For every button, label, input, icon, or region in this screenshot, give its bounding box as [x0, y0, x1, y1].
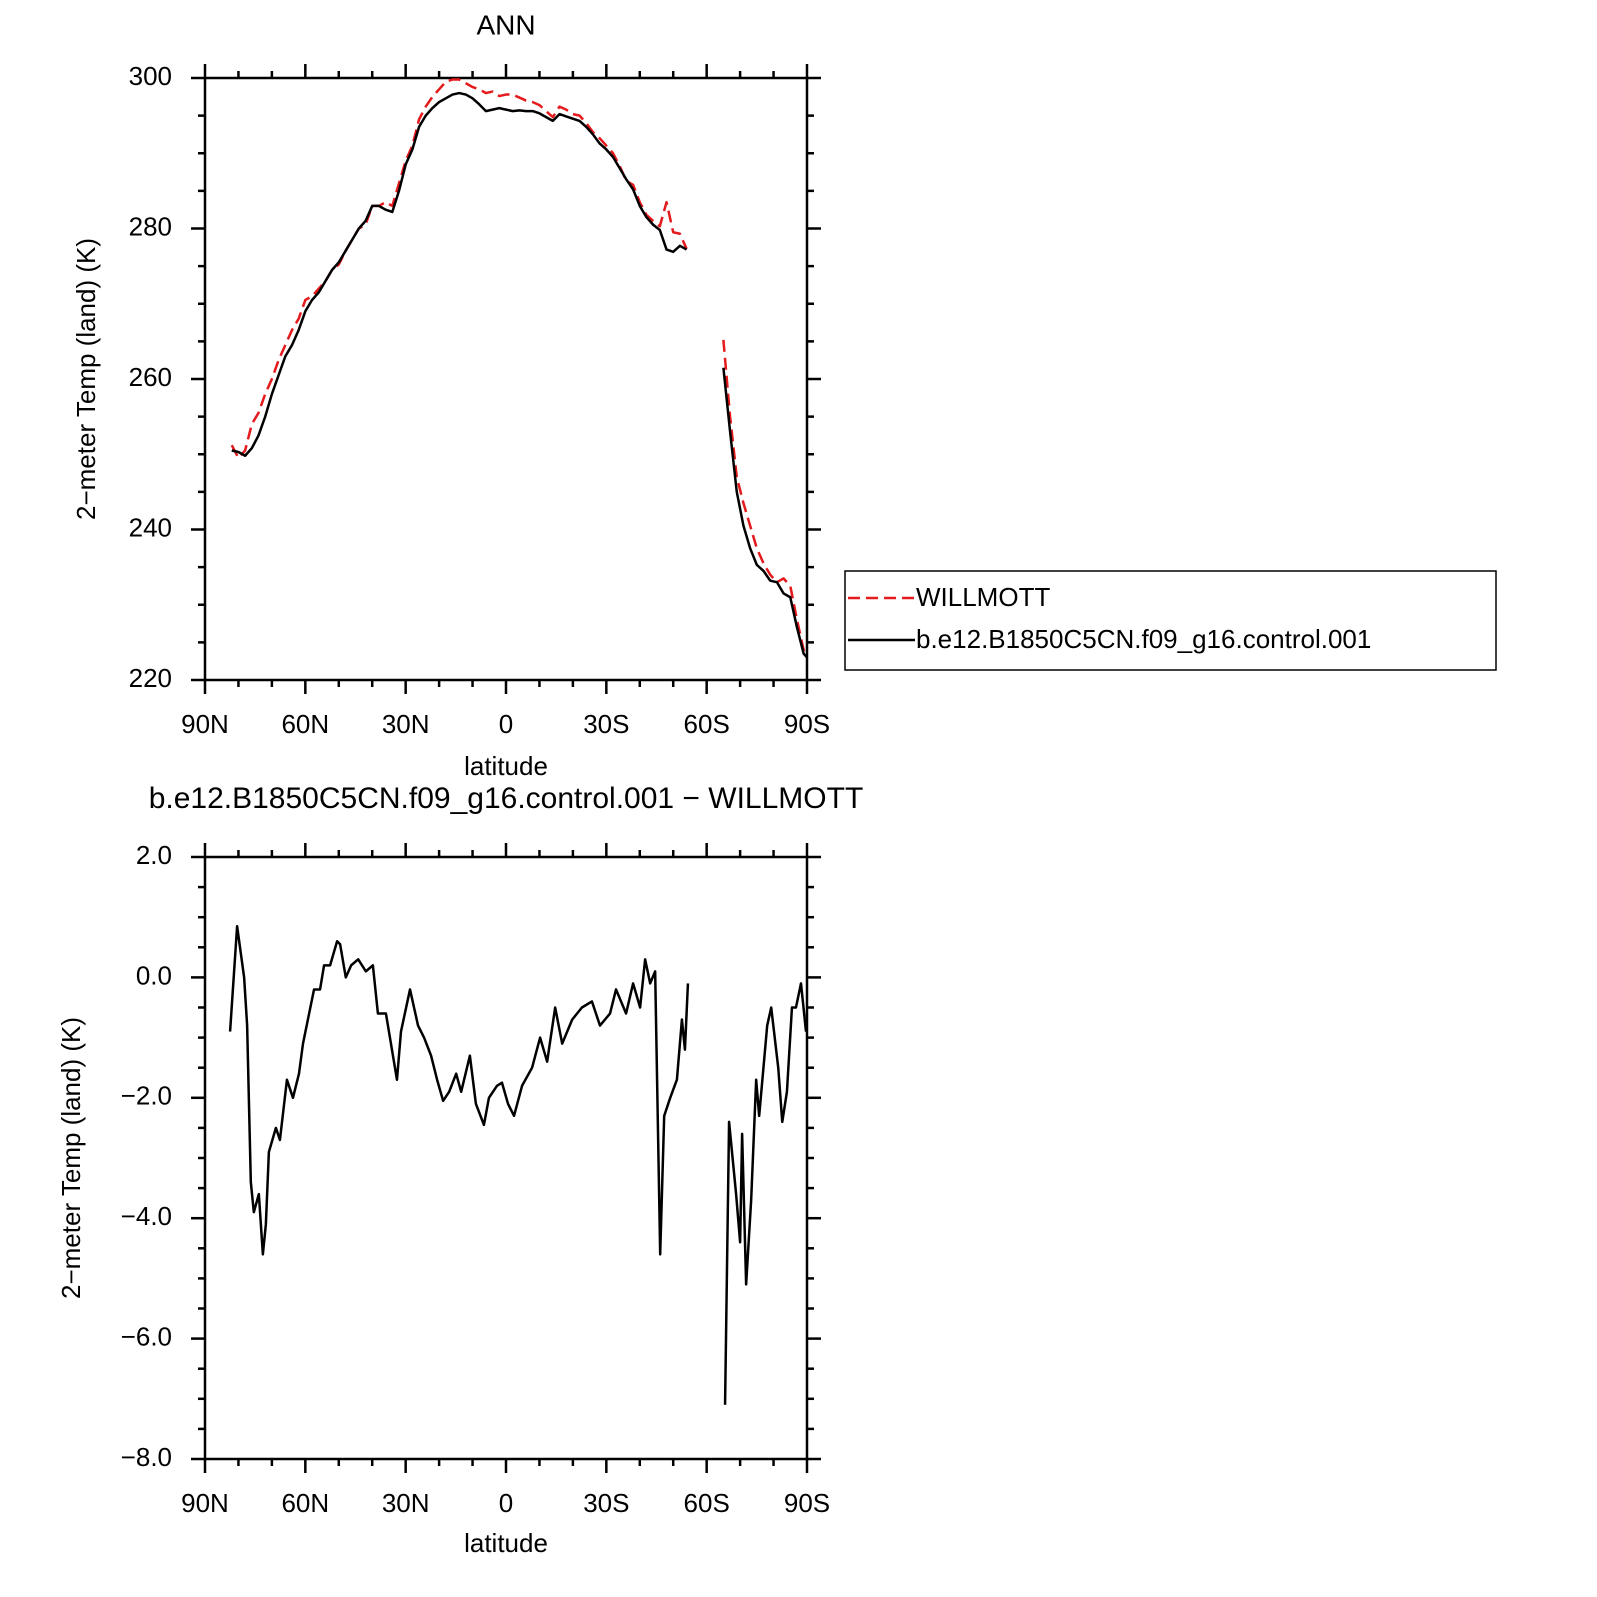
x-tick-label: 90S	[784, 709, 830, 739]
data-line	[230, 78, 809, 656]
y-tick-label: −4.0	[121, 1201, 172, 1231]
x-axis-label: latitude	[464, 751, 548, 781]
x-tick-label: 30N	[382, 1488, 430, 1518]
x-tick-label: 60N	[281, 1488, 329, 1518]
x-tick-label: 90N	[181, 709, 229, 739]
plot-frame	[203, 76, 809, 682]
y-tick-label: 280	[129, 211, 172, 241]
y-tick-label: −8.0	[121, 1442, 172, 1472]
legend-box	[844, 570, 1497, 671]
x-tick-label: 90S	[784, 1488, 830, 1518]
x-tick-label: 0	[499, 709, 513, 739]
y-tick-label: 220	[129, 663, 172, 693]
y-tick-label: −6.0	[121, 1321, 172, 1351]
chart-title: ANN	[476, 9, 535, 40]
data-line	[228, 924, 808, 1405]
y-tick-label: 240	[129, 512, 172, 542]
x-tick-label: 90N	[181, 1488, 229, 1518]
x-tick-label: 30S	[583, 1488, 629, 1518]
x-tick-label: 60N	[281, 709, 329, 739]
y-axis-label: 2−meter Temp (land) (K)	[56, 1017, 86, 1299]
y-tick-label: 300	[129, 61, 172, 91]
plot-frame	[203, 855, 809, 1461]
x-tick-label: 0	[499, 1488, 513, 1518]
y-tick-label: 0.0	[136, 960, 172, 990]
data-line	[231, 91, 808, 659]
chart-title: b.e12.B1850C5CN.f09_g16.control.001 − WI…	[149, 782, 864, 815]
x-tick-label: 30S	[583, 709, 629, 739]
legend-label: b.e12.B1850C5CN.f09_g16.control.001	[916, 624, 1371, 654]
y-tick-label: 260	[129, 362, 172, 392]
x-axis-label: latitude	[464, 1528, 548, 1558]
y-tick-label: −2.0	[121, 1081, 172, 1111]
legend-label: WILLMOTT	[916, 582, 1050, 612]
y-tick-label: 2.0	[136, 840, 172, 870]
x-tick-label: 30N	[382, 709, 430, 739]
x-tick-label: 60S	[684, 1488, 730, 1518]
y-axis-label: 2−meter Temp (land) (K)	[71, 238, 101, 520]
x-tick-label: 60S	[684, 709, 730, 739]
